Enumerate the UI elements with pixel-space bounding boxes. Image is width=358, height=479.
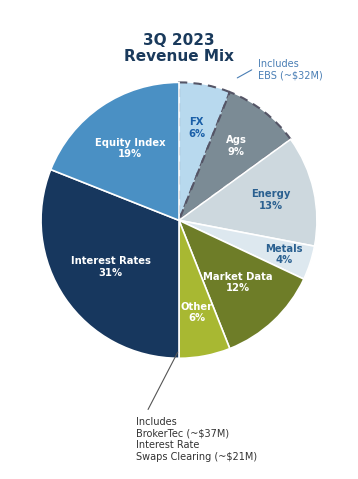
Wedge shape bbox=[41, 170, 179, 358]
Text: FX
6%: FX 6% bbox=[188, 117, 205, 139]
Text: Energy
13%: Energy 13% bbox=[251, 189, 290, 211]
Text: Includes
BrokerTec (~$37M)
Interest Rate
Swaps Clearing (~$21M): Includes BrokerTec (~$37M) Interest Rate… bbox=[136, 417, 257, 462]
Text: Market Data
12%: Market Data 12% bbox=[203, 272, 272, 294]
Text: Ags
9%: Ags 9% bbox=[226, 136, 247, 157]
Text: Other
6%: Other 6% bbox=[180, 302, 213, 323]
Text: 3Q 2023: 3Q 2023 bbox=[143, 33, 215, 48]
Wedge shape bbox=[179, 220, 230, 358]
Wedge shape bbox=[51, 82, 179, 220]
Text: Equity Index
19%: Equity Index 19% bbox=[95, 137, 165, 159]
Text: Metals
4%: Metals 4% bbox=[265, 244, 303, 265]
Wedge shape bbox=[179, 82, 230, 220]
Text: Revenue Mix: Revenue Mix bbox=[124, 48, 234, 64]
Text: Includes
EBS (~$32M): Includes EBS (~$32M) bbox=[258, 58, 323, 80]
Wedge shape bbox=[179, 139, 317, 246]
Wedge shape bbox=[179, 220, 304, 349]
Text: Interest Rates
31%: Interest Rates 31% bbox=[71, 256, 150, 278]
Wedge shape bbox=[179, 220, 315, 279]
Wedge shape bbox=[179, 92, 291, 220]
